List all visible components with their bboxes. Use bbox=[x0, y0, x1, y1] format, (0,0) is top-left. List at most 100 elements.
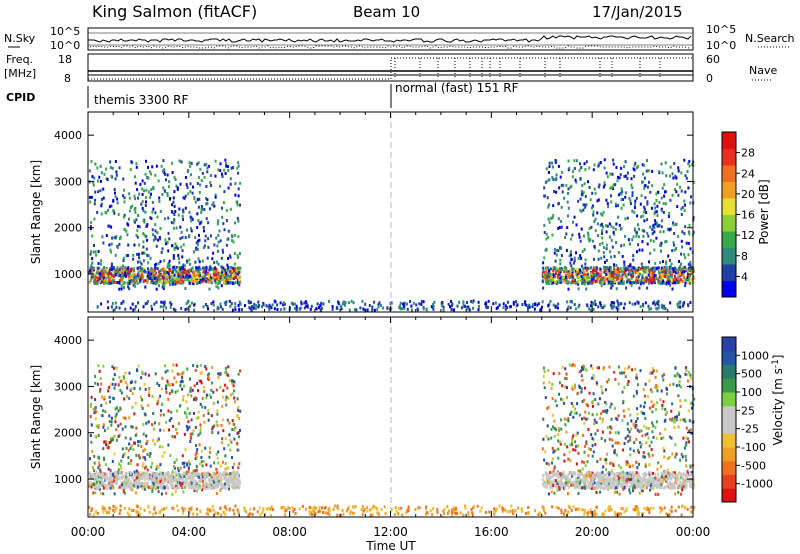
data-cell bbox=[441, 302, 444, 305]
data-cell bbox=[577, 287, 580, 291]
data-cell bbox=[575, 223, 578, 227]
data-cell bbox=[665, 262, 668, 266]
data-cell bbox=[226, 263, 229, 267]
data-cell bbox=[569, 268, 572, 272]
data-cell bbox=[665, 276, 668, 280]
data-cell bbox=[179, 466, 182, 470]
data-cell bbox=[207, 412, 210, 416]
data-cell bbox=[142, 449, 145, 453]
data-cell bbox=[650, 278, 653, 282]
data-cell bbox=[557, 202, 560, 206]
data-cell bbox=[115, 268, 118, 272]
data-cell bbox=[147, 300, 149, 303]
data-cell bbox=[214, 195, 217, 199]
freq-tick-bottom: 8 bbox=[64, 72, 71, 85]
data-cell bbox=[683, 199, 686, 203]
beam-label: Beam 10 bbox=[353, 3, 420, 21]
data-cell bbox=[555, 160, 558, 164]
data-cell bbox=[168, 428, 170, 432]
data-cell bbox=[569, 306, 572, 310]
data-cell bbox=[542, 366, 545, 370]
data-cell bbox=[135, 469, 138, 473]
data-cell bbox=[154, 237, 157, 241]
data-cell bbox=[571, 273, 574, 277]
data-cell bbox=[140, 471, 143, 475]
data-cell bbox=[547, 236, 550, 240]
data-cell bbox=[228, 421, 231, 425]
data-cell bbox=[194, 260, 197, 264]
data-cell bbox=[204, 272, 207, 276]
data-cell bbox=[112, 198, 115, 202]
data-cell bbox=[227, 443, 230, 447]
data-cell bbox=[219, 169, 222, 172]
data-cell bbox=[217, 233, 220, 237]
data-cell bbox=[682, 273, 685, 277]
data-cell bbox=[634, 202, 636, 206]
data-cell bbox=[112, 274, 114, 278]
data-cell bbox=[181, 275, 184, 279]
data-cell bbox=[211, 381, 214, 385]
data-cell bbox=[578, 235, 581, 239]
data-cell bbox=[173, 435, 176, 439]
data-cell bbox=[196, 364, 199, 368]
data-cell bbox=[197, 205, 200, 209]
data-cell bbox=[205, 185, 208, 188]
data-cell bbox=[236, 397, 239, 401]
data-cell bbox=[237, 431, 240, 434]
data-cell bbox=[102, 473, 105, 477]
data-cell bbox=[221, 485, 224, 489]
data-cell bbox=[117, 476, 120, 480]
data-cell bbox=[172, 226, 175, 230]
data-cell bbox=[143, 487, 146, 491]
data-cell bbox=[584, 258, 587, 262]
data-cell bbox=[198, 472, 201, 476]
data-cell bbox=[550, 216, 553, 220]
data-cell bbox=[154, 484, 157, 488]
data-cell bbox=[137, 471, 140, 475]
data-cell bbox=[207, 221, 210, 225]
data-cell bbox=[683, 270, 686, 273]
data-cell bbox=[681, 280, 684, 284]
data-cell bbox=[552, 281, 555, 285]
data-cell bbox=[631, 186, 634, 190]
data-cell bbox=[197, 257, 200, 261]
data-cell bbox=[170, 279, 173, 283]
data-cell bbox=[667, 269, 670, 273]
data-cell bbox=[605, 258, 608, 262]
data-cell bbox=[238, 478, 241, 482]
data-cell bbox=[368, 304, 371, 307]
data-cell bbox=[592, 276, 595, 279]
data-cell bbox=[677, 276, 680, 280]
data-cell bbox=[621, 279, 624, 283]
data-cell bbox=[108, 243, 111, 247]
data-cell bbox=[559, 270, 562, 274]
data-cell bbox=[682, 436, 685, 440]
data-cell bbox=[588, 307, 591, 311]
data-cell bbox=[364, 302, 367, 306]
data-cell bbox=[655, 301, 658, 305]
data-cell bbox=[545, 277, 548, 281]
data-cell bbox=[331, 305, 334, 308]
data-cell bbox=[167, 216, 170, 220]
data-cell bbox=[588, 281, 591, 285]
data-cell bbox=[190, 481, 193, 485]
data-cell bbox=[220, 478, 223, 482]
data-cell bbox=[150, 281, 153, 284]
colorbar-swatch bbox=[722, 231, 736, 248]
data-cell bbox=[231, 281, 234, 285]
data-cell bbox=[680, 171, 683, 175]
data-cell bbox=[179, 267, 181, 271]
data-cell bbox=[114, 301, 117, 305]
data-cell bbox=[127, 456, 130, 460]
data-cell bbox=[577, 282, 580, 286]
data-cell bbox=[143, 233, 146, 237]
data-cell bbox=[610, 255, 613, 259]
data-cell bbox=[164, 275, 166, 279]
data-cell bbox=[163, 270, 165, 274]
data-cell bbox=[145, 159, 147, 163]
data-cell bbox=[669, 283, 672, 287]
data-cell bbox=[126, 480, 129, 484]
data-cell bbox=[613, 266, 616, 270]
data-cell bbox=[654, 206, 657, 210]
